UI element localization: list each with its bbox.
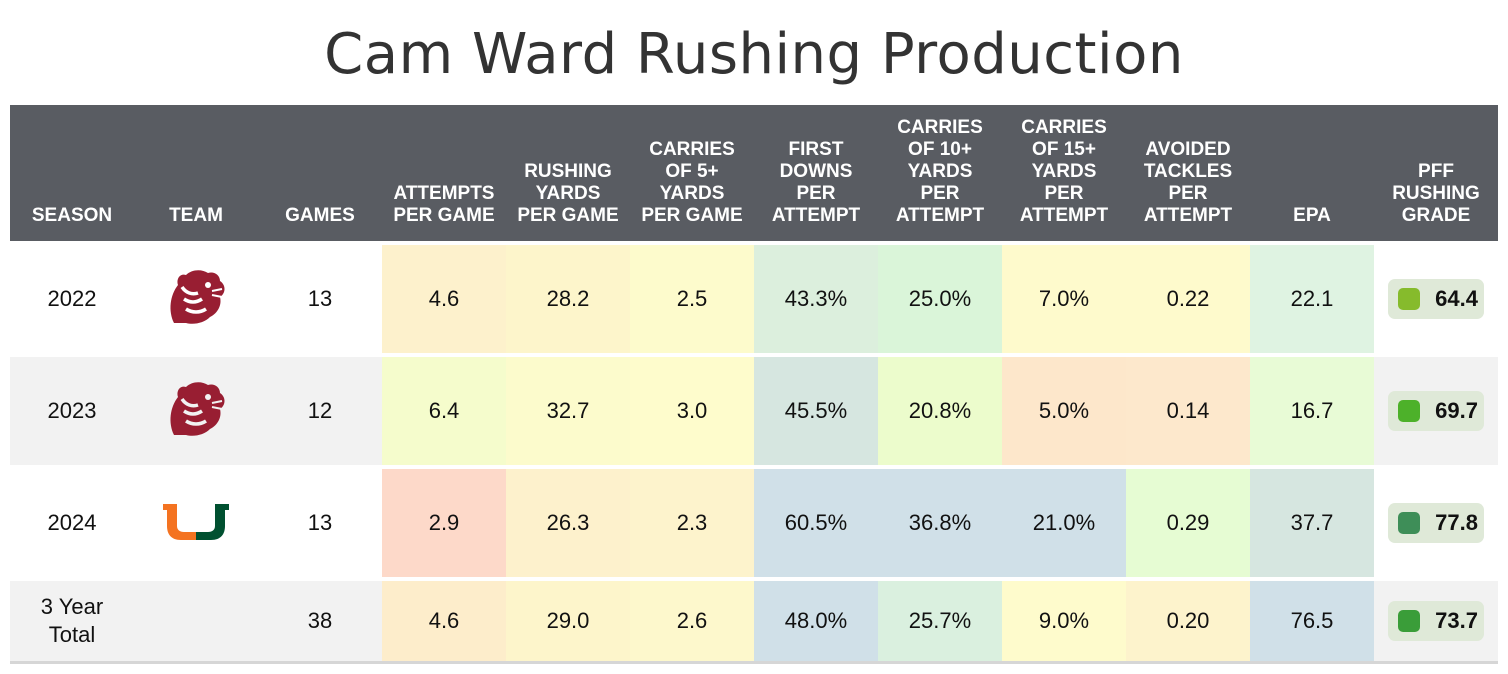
col-header-avoided-tackles[interactable]: AVOIDED TACKLES PER ATTEMPT xyxy=(1126,105,1250,243)
table-row-total: 3 Year Total 38 4.6 29.0 2.6 48.0% 25.7% … xyxy=(10,577,1498,664)
col-header-pff-grade[interactable]: PFF RUSHING GRADE xyxy=(1374,105,1498,243)
grade-badge: 64.4 xyxy=(1388,279,1484,319)
team-cell xyxy=(134,353,258,467)
season-cell: 2024 xyxy=(10,465,134,579)
epa-cell: 76.5 xyxy=(1250,577,1374,664)
rushing-yards-cell: 26.3 xyxy=(506,465,630,579)
games-cell: 12 xyxy=(258,353,382,467)
col-header-carries-5[interactable]: CARRIES OF 5+ YARDS PER GAME xyxy=(630,105,754,243)
first-downs-cell: 43.3% xyxy=(754,241,878,355)
wsu-cougar-logo xyxy=(164,265,228,333)
carries-5-cell: 2.6 xyxy=(630,577,754,664)
col-header-first-downs[interactable]: FIRST DOWNS PER ATTEMPT xyxy=(754,105,878,243)
grade-swatch xyxy=(1398,288,1420,310)
pff-grade-cell: 69.7 xyxy=(1374,353,1498,467)
page-title: Cam Ward Rushing Production xyxy=(324,22,1184,87)
team-cell xyxy=(134,465,258,579)
carries-5-cell: 2.3 xyxy=(630,465,754,579)
avoided-tackles-cell: 0.22 xyxy=(1126,241,1250,355)
epa-cell: 37.7 xyxy=(1250,465,1374,579)
season-cell: 2023 xyxy=(10,353,134,467)
avoided-tackles-cell: 0.20 xyxy=(1126,577,1250,664)
col-header-carries-10[interactable]: CARRIES OF 10+ YARDS PER ATTEMPT xyxy=(878,105,1002,243)
games-cell: 38 xyxy=(258,577,382,664)
carries-10-cell: 36.8% xyxy=(878,465,1002,579)
rushing-yards-cell: 29.0 xyxy=(506,577,630,664)
col-header-carries-15[interactable]: CARRIES OF 15+ YARDS PER ATTEMPT xyxy=(1002,105,1126,243)
pff-grade-cell: 64.4 xyxy=(1374,241,1498,355)
carries-5-cell: 3.0 xyxy=(630,353,754,467)
games-cell: 13 xyxy=(258,465,382,579)
avoided-tackles-cell: 0.14 xyxy=(1126,353,1250,467)
attempts-cell: 4.6 xyxy=(382,241,506,355)
col-header-team[interactable]: TEAM xyxy=(134,105,258,243)
first-downs-cell: 60.5% xyxy=(754,465,878,579)
carries-10-cell: 25.0% xyxy=(878,241,1002,355)
season-cell: 2022 xyxy=(10,241,134,355)
season-cell: 3 Year Total xyxy=(10,577,134,664)
carries-10-cell: 25.7% xyxy=(878,577,1002,664)
grade-swatch xyxy=(1398,610,1420,632)
table-row: 2022 13 4.6 28.2 2.5 43.3% 25.0% 7.0% 0.… xyxy=(10,241,1498,355)
avoided-tackles-cell: 0.29 xyxy=(1126,465,1250,579)
grade-swatch xyxy=(1398,400,1420,422)
grade-badge: 69.7 xyxy=(1388,391,1484,431)
miami-u-logo xyxy=(163,500,229,546)
carries-15-cell: 5.0% xyxy=(1002,353,1126,467)
col-header-attempts[interactable]: ATTEMPTS PER GAME xyxy=(382,105,506,243)
pff-grade-cell: 73.7 xyxy=(1374,577,1498,664)
attempts-cell: 6.4 xyxy=(382,353,506,467)
carries-15-cell: 7.0% xyxy=(1002,241,1126,355)
carries-10-cell: 20.8% xyxy=(878,353,1002,467)
epa-cell: 22.1 xyxy=(1250,241,1374,355)
pff-grade-cell: 77.8 xyxy=(1374,465,1498,579)
first-downs-cell: 45.5% xyxy=(754,353,878,467)
first-downs-cell: 48.0% xyxy=(754,577,878,664)
col-header-epa[interactable]: EPA xyxy=(1250,105,1374,243)
col-header-games[interactable]: GAMES xyxy=(258,105,382,243)
table-row: 2024 13 2.9 26.3 2.3 60.5% 36.8% 21.0% 0… xyxy=(10,465,1498,579)
grade-badge: 77.8 xyxy=(1388,503,1484,543)
header-row: SEASON TEAM GAMES ATTEMPTS PER GAME RUSHI… xyxy=(10,105,1498,243)
games-cell: 13 xyxy=(258,241,382,355)
rushing-yards-cell: 32.7 xyxy=(506,353,630,467)
carries-15-cell: 21.0% xyxy=(1002,465,1126,579)
col-header-rushing-yards[interactable]: RUSHING YARDS PER GAME xyxy=(506,105,630,243)
attempts-cell: 2.9 xyxy=(382,465,506,579)
rushing-table: SEASON TEAM GAMES ATTEMPTS PER GAME RUSHI… xyxy=(10,105,1498,664)
epa-cell: 16.7 xyxy=(1250,353,1374,467)
carries-5-cell: 2.5 xyxy=(630,241,754,355)
team-cell xyxy=(134,241,258,355)
col-header-season[interactable]: SEASON xyxy=(10,105,134,243)
grade-badge: 73.7 xyxy=(1388,601,1484,641)
team-cell xyxy=(134,577,258,664)
grade-swatch xyxy=(1398,512,1420,534)
wsu-cougar-logo xyxy=(164,377,228,445)
attempts-cell: 4.6 xyxy=(382,577,506,664)
table-row: 2023 12 6.4 32.7 3.0 45.5% 20.8% 5.0% 0.… xyxy=(10,353,1498,467)
carries-15-cell: 9.0% xyxy=(1002,577,1126,664)
rushing-yards-cell: 28.2 xyxy=(506,241,630,355)
